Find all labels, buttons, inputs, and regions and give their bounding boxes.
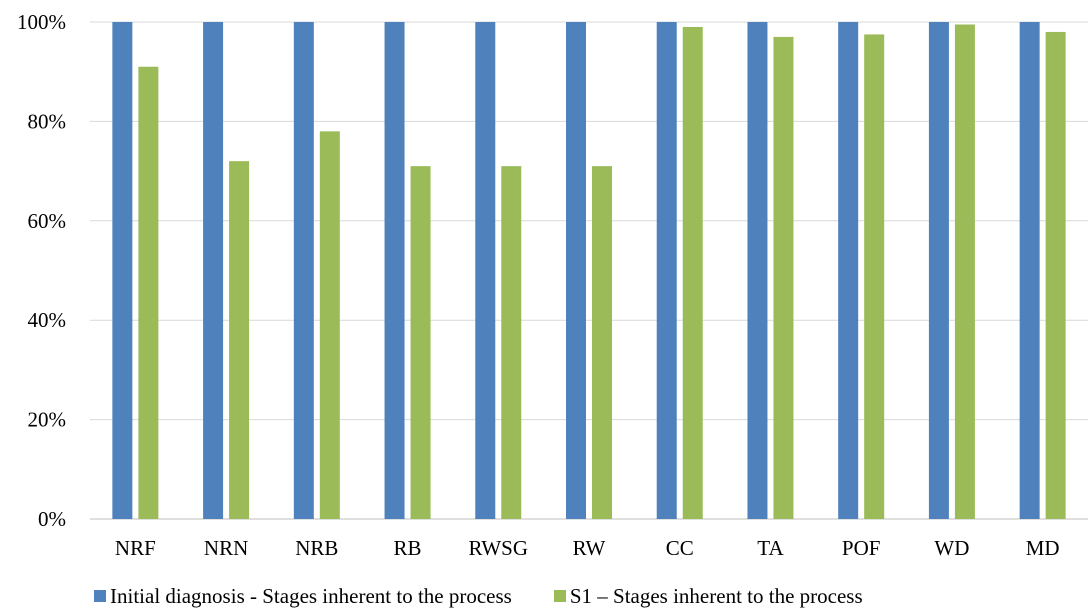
bar-s1-pof (864, 34, 885, 520)
bar-initial-diagnosis-nrb (293, 22, 314, 519)
bar-initial-diagnosis-rwsg (475, 22, 496, 519)
bar-s1-cc (682, 26, 703, 519)
x-tick-label: NRB (295, 536, 338, 560)
legend-item-s1: S1 – Stages inherent to the process (553, 583, 863, 609)
x-tick-label: TA (757, 536, 784, 560)
x-tick-label: NRF (115, 536, 156, 560)
x-tick-label: CC (666, 536, 694, 560)
x-tick-label: RW (573, 536, 606, 560)
y-tick-label: 0% (38, 507, 66, 531)
bar-s1-wd (954, 24, 975, 520)
bar-s1-rwsg (501, 166, 522, 519)
bar-initial-diagnosis-nrf (112, 22, 133, 519)
bar-initial-diagnosis-nrn (203, 22, 224, 519)
legend-item-initial-diagnosis: Initial diagnosis - Stages inherent to t… (94, 584, 512, 609)
bar-s1-nrn (229, 161, 250, 519)
bar-initial-diagnosis-md (1019, 22, 1040, 519)
bars (112, 22, 1066, 520)
x-tick-label: POF (842, 536, 881, 560)
bar-s1-rw (592, 166, 612, 519)
legend-swatch-initial-diagnosis (94, 590, 106, 602)
bar-initial-diagnosis-wd (928, 22, 949, 519)
x-tick-label: NRN (204, 536, 248, 560)
x-tick-label: WD (934, 536, 969, 560)
legend-swatch-s1 (553, 590, 566, 602)
y-tick-label: 40% (28, 308, 67, 332)
bar-s1-nrf (138, 66, 159, 519)
bar-initial-diagnosis-ta (747, 22, 768, 519)
bar-initial-diagnosis-rw (566, 22, 586, 519)
legend-label-s1: S1 – Stages inherent to the process (569, 583, 863, 608)
y-tick-label: 60% (28, 209, 67, 233)
bar-s1-rb (410, 166, 431, 519)
bar-initial-diagnosis-pof (838, 22, 859, 519)
bar-initial-diagnosis-rb (384, 22, 405, 519)
x-tick-label: MD (1026, 536, 1060, 560)
y-tick-label: 100% (17, 10, 66, 34)
bar-initial-diagnosis-cc (656, 22, 677, 519)
legend-label-initial-diagnosis: Initial diagnosis - Stages inherent to t… (110, 583, 512, 608)
x-tick-label: RWSG (469, 536, 529, 560)
y-tick-label: 20% (28, 408, 67, 432)
bar-s1-nrb (319, 131, 340, 519)
y-axis-ticks: 0% 20% 40% 60% 80% 100% (17, 10, 66, 531)
legend: Initial diagnosis - Stages inherent to t… (94, 583, 905, 609)
y-tick-label: 80% (28, 109, 67, 133)
gridlines (90, 21, 1088, 520)
bar-chart: 0% 20% 40% 60% 80% 100% NRF NRN NRB RB RWSG RW CC TA… (17, 10, 1088, 560)
bar-s1-ta (773, 36, 794, 519)
bar-s1-md (1045, 31, 1066, 519)
x-axis-ticks: NRF NRN NRB RB RWSG RW CC TA POF WD MD (115, 536, 1060, 560)
x-tick-label: RB (394, 536, 422, 560)
